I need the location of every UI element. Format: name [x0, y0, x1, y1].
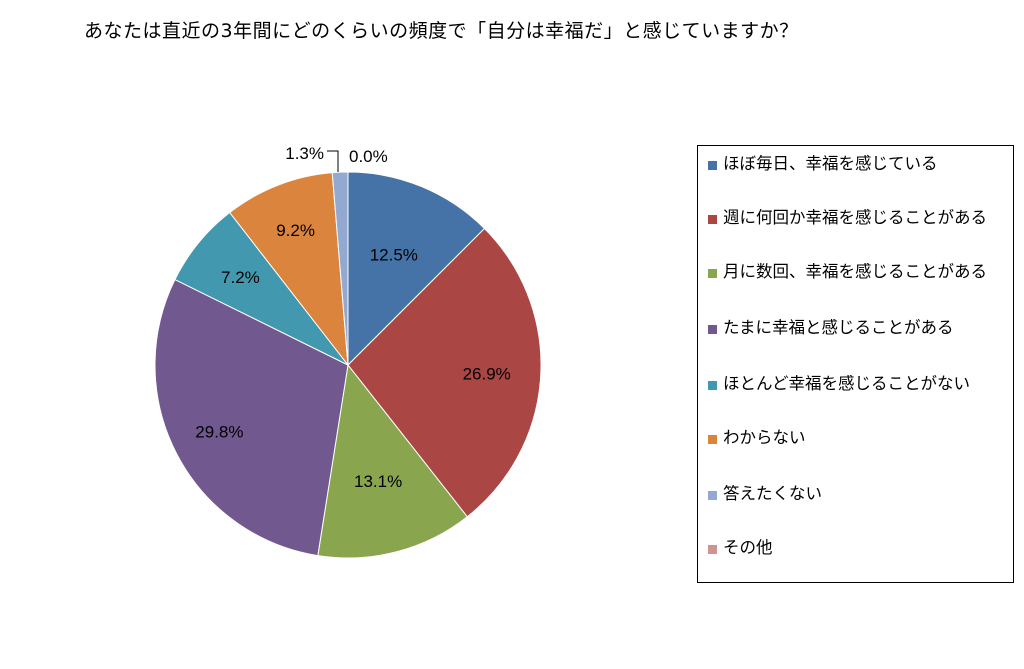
legend-swatch: [708, 215, 717, 224]
pie-slice: [347, 227, 542, 518]
data-label: 26.9%: [463, 364, 511, 383]
legend-label: その他: [723, 538, 773, 557]
data-label: 9.2%: [276, 221, 315, 240]
legend-swatch: [708, 381, 717, 390]
pie-slice: [317, 363, 468, 559]
data-label: 0.0%: [349, 147, 388, 166]
legend-swatch: [708, 491, 717, 500]
data-label: 29.8%: [195, 423, 243, 442]
pie-slice: [331, 171, 349, 366]
data-label: 1.3%: [285, 144, 324, 163]
data-label: 13.1%: [354, 472, 402, 491]
label-leader-line: [327, 150, 339, 172]
legend: ほぼ毎日、幸福を感じている週に何回か幸福を感じることがある 月に数回、幸福を感じる…: [697, 145, 1014, 583]
pie-slice: [154, 278, 349, 557]
legend-label: 答えたくない: [723, 484, 822, 503]
legend-label: 週に何回か幸福を感じることがある: [723, 208, 987, 227]
legend-label: ほとんど幸福を感じることがない: [723, 374, 971, 393]
legend-label: 月に数回、幸福を感じることがある: [723, 262, 987, 281]
legend-swatch: [708, 269, 717, 278]
legend-label: わからない: [723, 428, 806, 447]
data-label: 7.2%: [221, 268, 260, 287]
legend-swatch: [708, 161, 717, 170]
pie-slice: [347, 171, 486, 367]
legend-label: たまに幸福と感じることがある: [723, 318, 954, 337]
chart-title: あなたは直近の3年間にどのくらいの頻度で「自分は幸福だ」と感じていますか？: [84, 20, 799, 42]
data-label: 12.5%: [370, 245, 418, 264]
legend-swatch: [708, 435, 717, 444]
pie-slice: [229, 172, 349, 367]
legend-swatch: [708, 325, 717, 334]
legend-label: ほぼ毎日、幸福を感じている: [723, 154, 938, 173]
legend-swatch: [708, 545, 717, 554]
